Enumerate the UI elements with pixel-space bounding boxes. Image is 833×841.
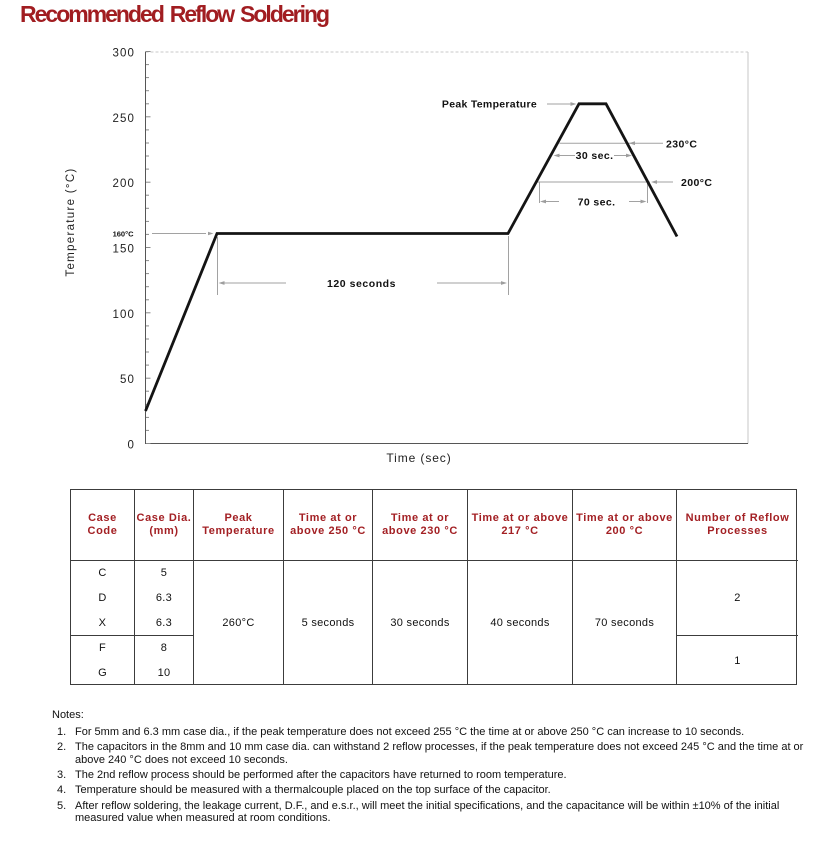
svg-text:250: 250 <box>113 113 136 125</box>
svg-text:200: 200 <box>113 178 136 190</box>
svg-text:Time (sec): Time (sec) <box>386 451 451 465</box>
svg-text:200°C: 200°C <box>681 177 712 189</box>
svg-text:0: 0 <box>128 440 136 452</box>
svg-text:30 sec.: 30 sec. <box>576 150 614 162</box>
svg-text:70 sec.: 70 sec. <box>578 197 616 209</box>
svg-text:Temperature (°C): Temperature (°C) <box>65 167 77 276</box>
svg-text:160°C: 160°C <box>113 229 135 238</box>
svg-text:50: 50 <box>120 374 135 386</box>
svg-text:120 seconds: 120 seconds <box>327 278 396 290</box>
svg-text:300: 300 <box>113 48 136 60</box>
svg-text:Peak Temperature: Peak Temperature <box>442 99 537 111</box>
svg-text:150: 150 <box>113 244 136 256</box>
svg-text:100: 100 <box>113 309 136 321</box>
svg-text:230°C: 230°C <box>666 138 697 150</box>
